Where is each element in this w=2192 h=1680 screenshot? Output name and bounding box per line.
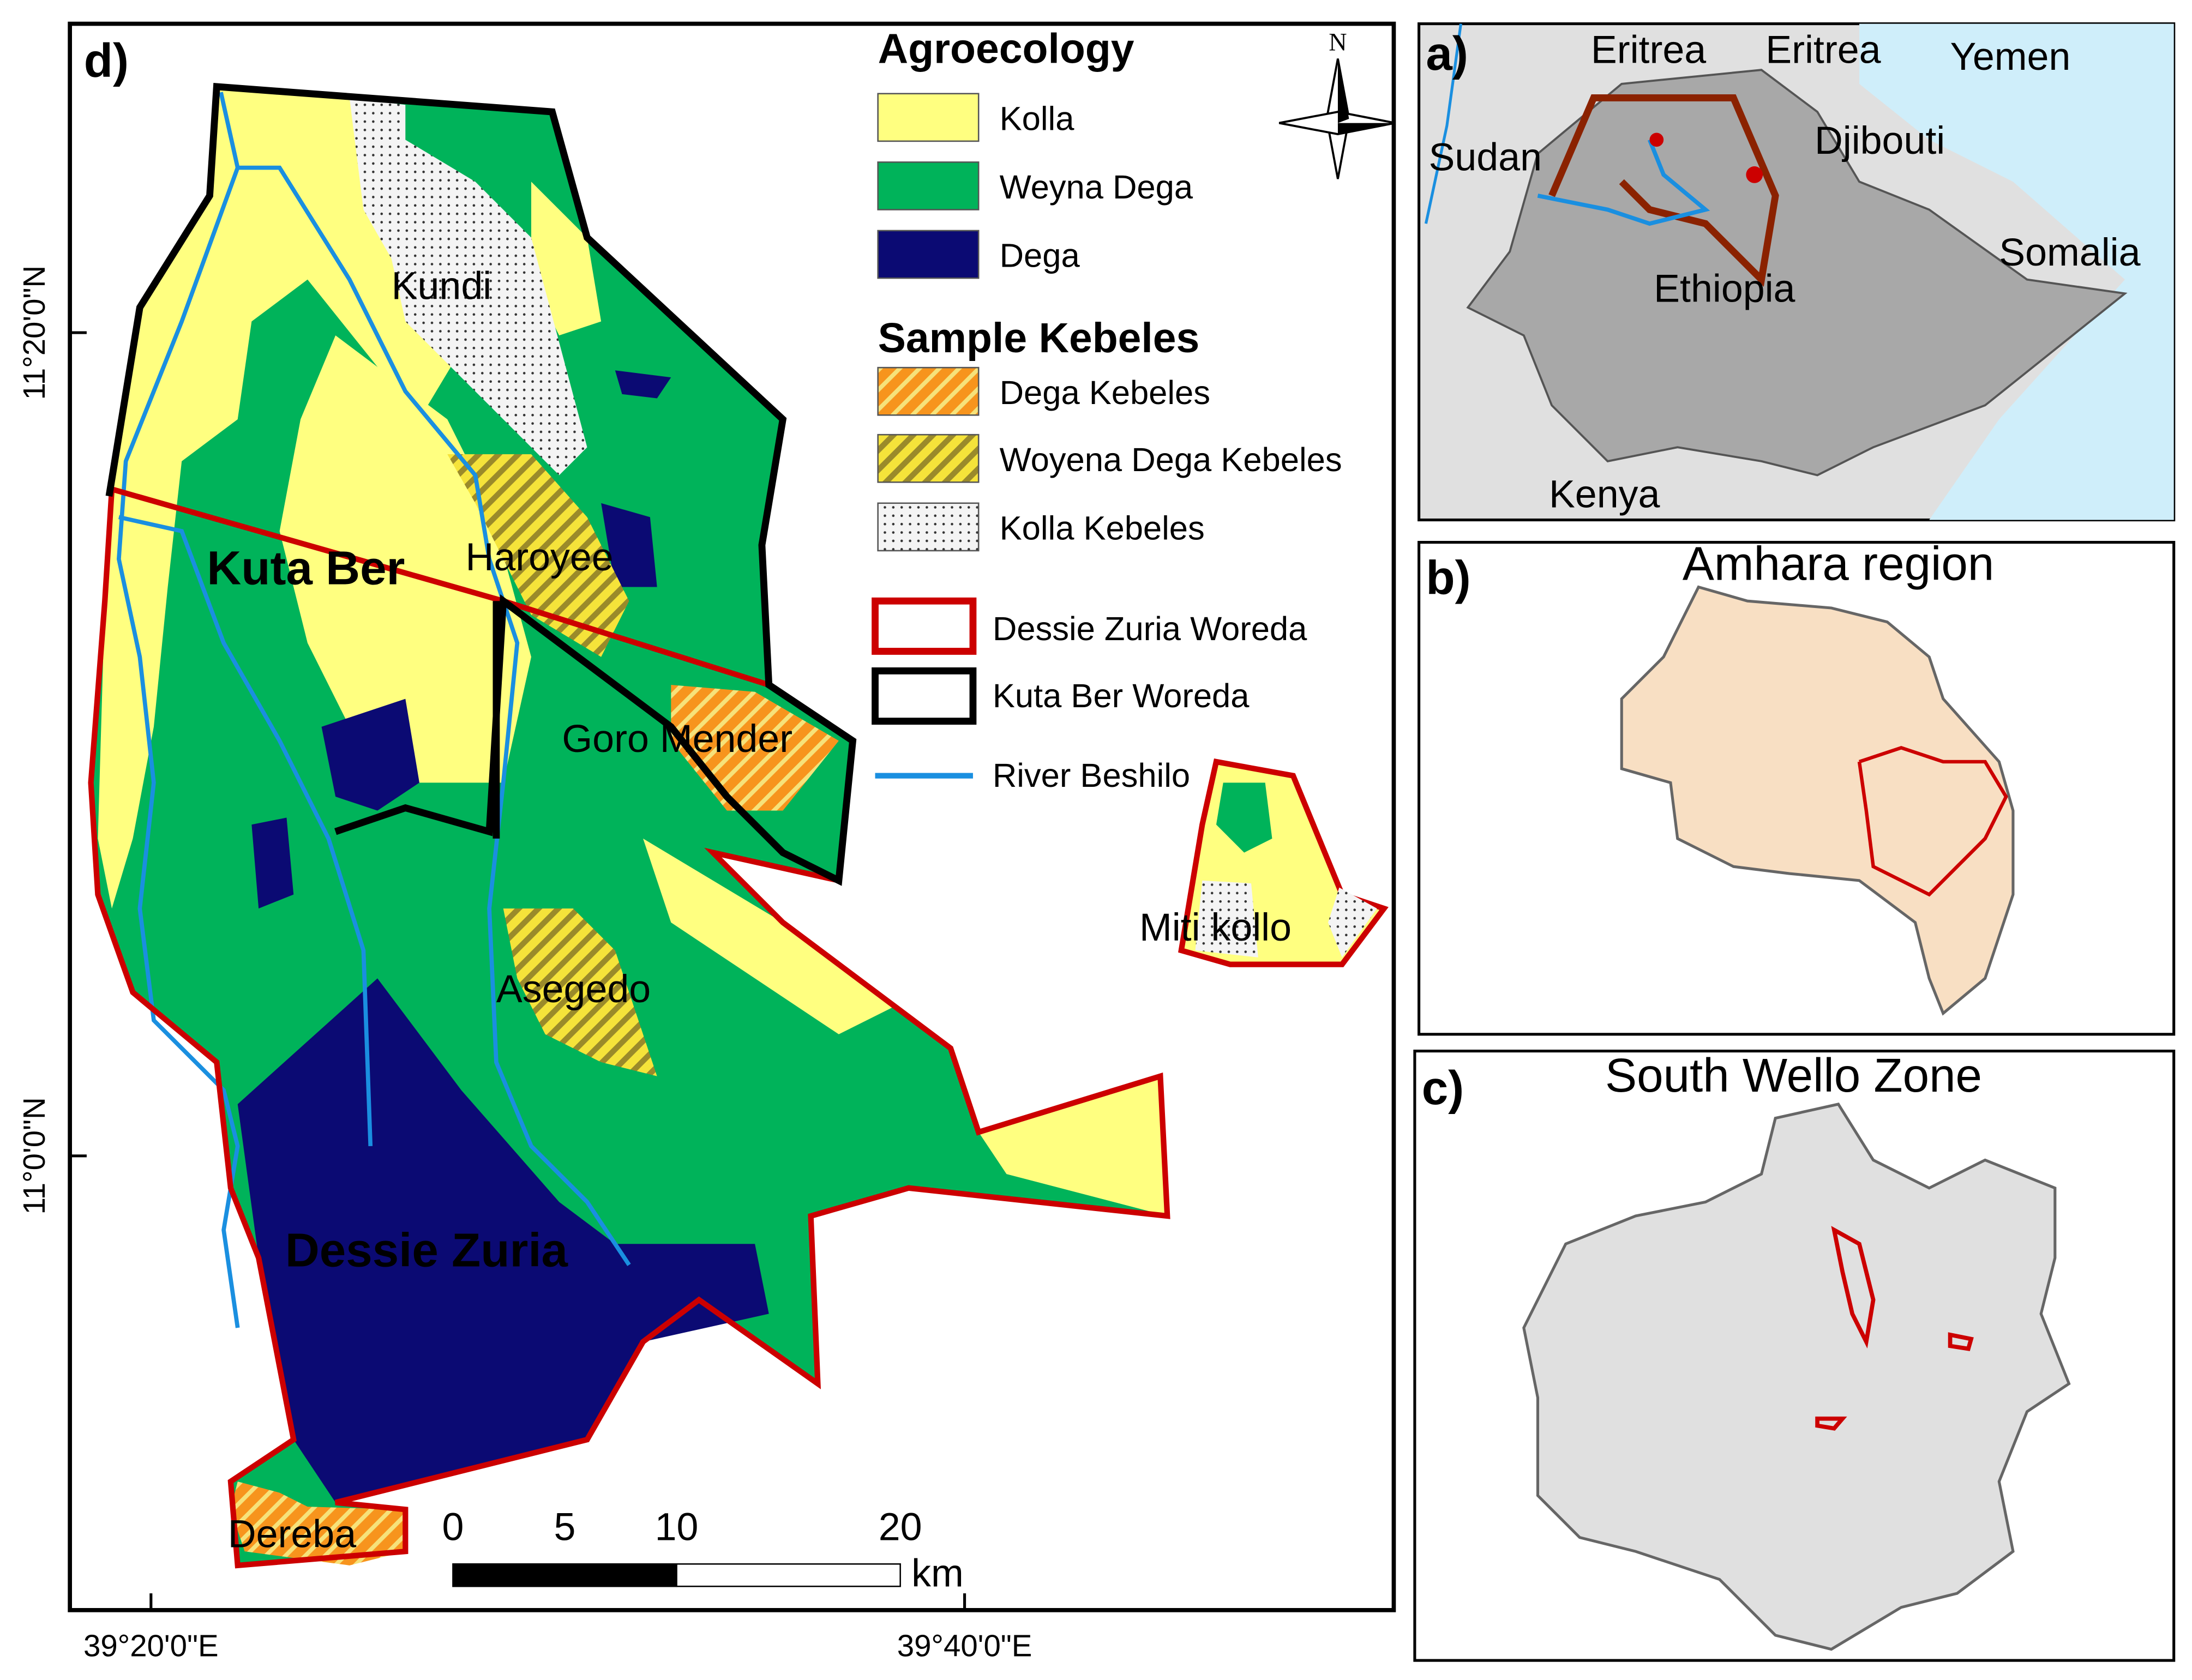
country-label: Djibouti [1815, 119, 1945, 162]
legend-item: Dessie Zuria Woreda [993, 610, 1307, 648]
place-label: Miti kollo [1139, 906, 1292, 949]
dega-area [251, 817, 294, 909]
woreda-outline [1831, 1226, 1876, 1348]
panel-c: c) South Wello Zone [1413, 1049, 2176, 1662]
place-label: Haroyee [466, 535, 614, 579]
legend-item: Kolla [1000, 100, 1075, 137]
legend-item: Weyna Dega [1000, 168, 1193, 206]
panel-label: d) [84, 34, 129, 87]
place-label: Goro Mender [562, 717, 792, 761]
dega-kebele [230, 1482, 406, 1565]
scale-label: 5 [554, 1506, 576, 1549]
kolla-area [643, 838, 895, 1034]
legend-swatch [877, 502, 980, 552]
scale-label: 20 [879, 1506, 922, 1549]
kolla-area [531, 182, 602, 336]
dega-area [615, 370, 671, 399]
scale-segment [676, 1563, 901, 1587]
lon-label: 39°20'0"E [83, 1628, 219, 1663]
legend-swatch [872, 597, 977, 655]
north-label: N [1329, 28, 1347, 56]
amhara-region [1620, 585, 2015, 1016]
panel-a: a) Eritrea Eritrea Yemen Sudan Djibouti … [1418, 22, 2176, 522]
north-arrow-shape [1337, 58, 1349, 123]
panel-title: Amhara region [1683, 538, 1994, 591]
panel-b: b) Amhara region [1418, 538, 2176, 1036]
south-wello-outline [1857, 745, 2008, 897]
miti-kollo-green [1216, 782, 1272, 853]
legend-item: River Beshilo [993, 757, 1190, 794]
legend-swatch [877, 161, 980, 210]
main-map [88, 83, 1389, 1569]
scale-label: 10 [655, 1506, 699, 1549]
scale-unit: km [911, 1551, 964, 1595]
dega-area [601, 503, 657, 587]
lat-label: 11°20'0"N [17, 266, 51, 400]
country-label: Somalia [1999, 231, 2140, 274]
marker [1649, 133, 1664, 147]
woreda-outline [1948, 1332, 1974, 1351]
kuta-ber-boundary [105, 83, 857, 886]
lat-label: 11°0'0"N [17, 1097, 51, 1214]
river [1424, 23, 1463, 224]
legend-title: Sample Kebeles [878, 315, 1200, 362]
panel-title: South Wello Zone [1605, 1049, 1982, 1102]
scale-label: 0 [442, 1506, 464, 1549]
kolla-area [978, 1076, 1168, 1217]
weyna-dega-kebele [447, 454, 629, 657]
scale-bar: 0 5 10 20 km [442, 1506, 964, 1595]
legend-swatch [877, 93, 980, 142]
legend-swatch [877, 433, 980, 483]
place-label: Dereba [228, 1512, 356, 1556]
dessie-zuria-boundary [88, 485, 1170, 1569]
legend-swatch [872, 667, 977, 725]
marker [1746, 166, 1763, 183]
country-label: Sudan [1429, 136, 1542, 179]
country-label: Eritrea [1765, 28, 1881, 71]
legend-title: Agroecology [878, 25, 1134, 72]
panel-label: b) [1426, 551, 1470, 604]
south-wello-zone [1522, 1103, 2071, 1651]
place-label: Dessie Zuria [285, 1224, 569, 1276]
legend-item: Dega [1000, 237, 1080, 275]
ethiopia [1466, 69, 2128, 477]
amhara-outline [1548, 94, 1779, 287]
kolla-area [279, 335, 531, 783]
panel-label: a) [1426, 27, 1468, 80]
place-label: Asegedo [496, 967, 651, 1011]
legend-item: Kuta Ber Woreda [993, 677, 1250, 715]
kolla-area [98, 86, 461, 909]
lon-label: 39°40'0"E [897, 1628, 1032, 1663]
weyna-dega-kebele [503, 908, 657, 1076]
river-beshilo [116, 167, 240, 1328]
legend: Agroecology Kolla Weyna Dega Dega Sample… [872, 25, 1342, 794]
legend-item: Dega Kebeles [1000, 374, 1210, 412]
legend-item: Woyena Dega Kebeles [1000, 441, 1342, 479]
kolla-kebele [349, 98, 587, 475]
sea [1859, 23, 2174, 520]
country-label: Yemen [1950, 35, 2071, 79]
country-label: Eritrea [1591, 28, 1706, 71]
dega-area [321, 699, 419, 811]
kolla-kebele [1195, 880, 1258, 958]
legend-swatch [877, 230, 980, 279]
place-label: Kuta Ber [207, 541, 405, 594]
place-label: Kundi [392, 264, 492, 308]
scale-segment [452, 1563, 677, 1587]
country-label: Ethiopia [1654, 267, 1795, 311]
panel-label: c) [1422, 1062, 1464, 1115]
legend-swatch [877, 366, 980, 416]
country-label: Kenya [1549, 472, 1660, 516]
legend-item: Kolla Kebeles [1000, 509, 1205, 547]
river [1537, 139, 1710, 226]
woreda-outline [1815, 1416, 1847, 1431]
north-arrow: N [1278, 28, 1396, 179]
river-beshilo [118, 515, 373, 1146]
kolla-kebele [1328, 887, 1377, 958]
